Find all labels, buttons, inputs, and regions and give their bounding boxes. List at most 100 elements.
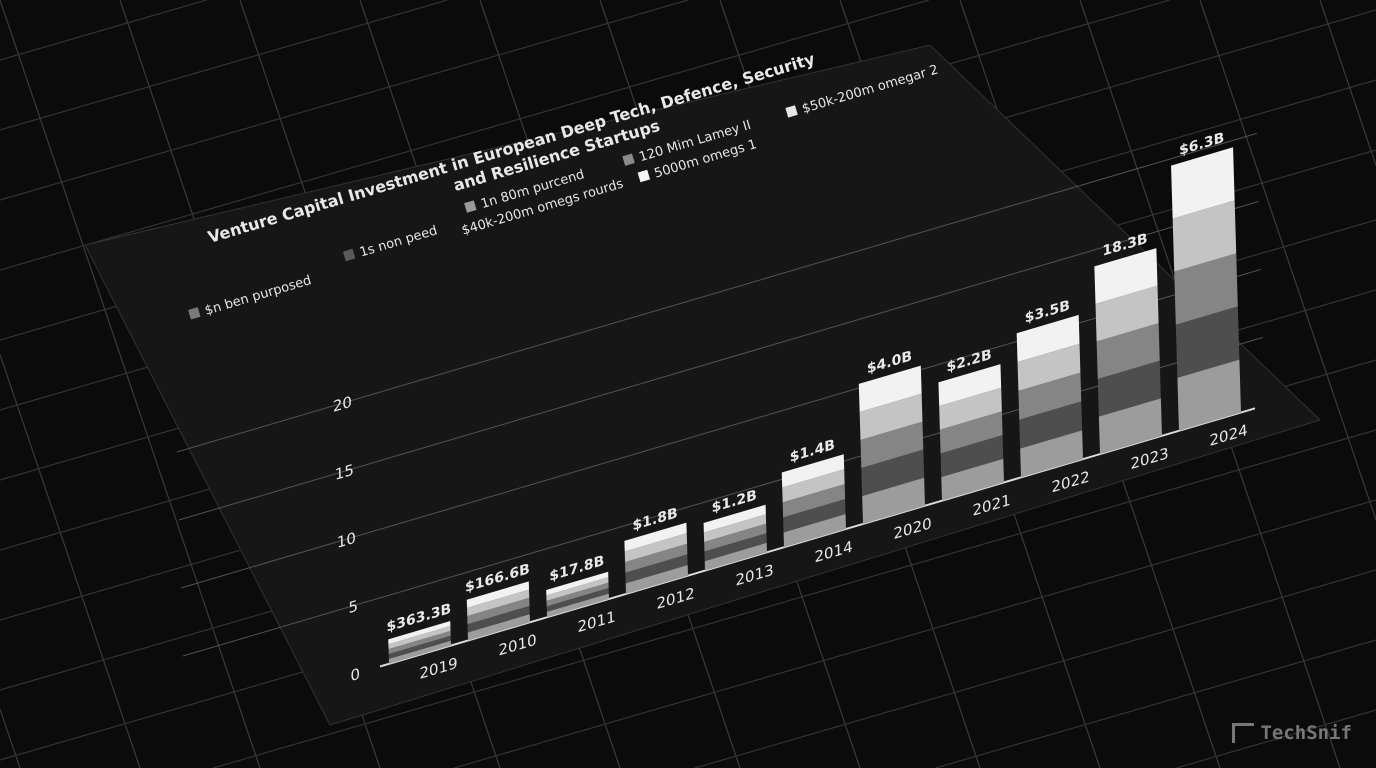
bar-segment bbox=[704, 542, 767, 571]
legend-swatch bbox=[785, 105, 798, 118]
bar-segment bbox=[858, 365, 922, 412]
grid-line bbox=[935, 639, 1376, 768]
bar-segment bbox=[782, 484, 846, 518]
bar-segment bbox=[941, 458, 1004, 501]
bar-2019 bbox=[388, 621, 451, 664]
bar-segment bbox=[1016, 314, 1080, 363]
bar-segment bbox=[546, 593, 609, 618]
bar-2010 bbox=[466, 581, 530, 641]
bar-segment bbox=[1171, 147, 1235, 219]
bar-2021 bbox=[938, 364, 1004, 501]
bar-segment bbox=[781, 454, 845, 488]
bar-segment bbox=[704, 533, 767, 562]
bar-segment bbox=[467, 605, 530, 633]
bar-segment bbox=[467, 589, 530, 617]
bar-segment bbox=[862, 477, 925, 524]
bar-2011 bbox=[546, 571, 609, 618]
bar-segment bbox=[625, 565, 688, 594]
grid-line bbox=[0, 0, 261, 768]
bar-segment bbox=[1097, 360, 1161, 417]
bar-segment bbox=[388, 621, 451, 645]
bar-segment bbox=[1098, 398, 1162, 455]
y-tick-label: 5 bbox=[348, 597, 358, 617]
bar-segment bbox=[467, 614, 530, 641]
grid-line bbox=[0, 0, 207, 61]
y-tick-label: 0 bbox=[350, 665, 360, 685]
bar-segment bbox=[466, 581, 530, 608]
bar-segment bbox=[782, 469, 845, 503]
bar-segment bbox=[1017, 343, 1081, 391]
watermark: TechSnif bbox=[1232, 722, 1352, 744]
y-gridline bbox=[182, 336, 1263, 657]
bar-segment bbox=[1095, 285, 1159, 342]
techsnif-logo-icon bbox=[1232, 723, 1255, 743]
bar-segment bbox=[783, 499, 846, 533]
bar-segment bbox=[939, 387, 1002, 430]
bar-2020 bbox=[858, 365, 925, 524]
bar-segment bbox=[388, 630, 451, 655]
bar-segment bbox=[1020, 430, 1083, 478]
grid-line bbox=[213, 429, 1376, 768]
bar-segment bbox=[703, 514, 767, 543]
legend-swatch bbox=[342, 248, 356, 262]
bar-segment bbox=[388, 640, 451, 664]
bar-segment bbox=[704, 523, 767, 552]
bar-segment bbox=[624, 522, 687, 552]
y-gridline bbox=[178, 200, 1259, 521]
bar-segment bbox=[546, 577, 609, 601]
y-gridline bbox=[180, 268, 1261, 589]
bar-segment bbox=[1094, 248, 1158, 304]
legend-swatch bbox=[622, 153, 635, 166]
bar-segment bbox=[783, 514, 846, 548]
bar-segment bbox=[625, 554, 688, 584]
bar-2022 bbox=[1016, 314, 1083, 478]
bar-segment bbox=[1177, 359, 1241, 431]
bar-segment bbox=[938, 364, 1002, 407]
bar-segment bbox=[546, 571, 609, 596]
y-gridline bbox=[176, 132, 1257, 453]
bar-segment bbox=[1175, 306, 1240, 378]
grid-line bbox=[1319, 0, 1376, 166]
bar-2024 bbox=[1171, 147, 1241, 431]
bar-segment bbox=[546, 582, 609, 607]
bar-segment bbox=[1019, 401, 1083, 449]
legend-swatch bbox=[464, 200, 477, 213]
bar-2014 bbox=[781, 454, 846, 548]
grid-line bbox=[694, 569, 1376, 768]
bar-segment bbox=[546, 588, 609, 612]
bar-2013 bbox=[703, 504, 767, 571]
legend-swatch bbox=[188, 307, 201, 320]
grid-line bbox=[453, 499, 1376, 768]
bar-segment bbox=[940, 435, 1004, 478]
grid-line bbox=[0, 708, 21, 768]
bar-segment bbox=[1172, 200, 1237, 272]
bar-segment bbox=[467, 597, 530, 625]
bar-segment bbox=[703, 504, 766, 533]
grid-line bbox=[1176, 709, 1376, 768]
bar-segment bbox=[625, 543, 688, 573]
bar-segment bbox=[388, 635, 451, 659]
bar-2012 bbox=[624, 522, 688, 594]
bar-segment bbox=[388, 625, 451, 650]
grid-line bbox=[1199, 0, 1376, 521]
bar-segment bbox=[861, 449, 925, 496]
watermark-text: TechSnif bbox=[1260, 722, 1352, 744]
grid-line bbox=[0, 0, 448, 131]
y-tick-label: 15 bbox=[335, 461, 355, 484]
y-tick-label: 10 bbox=[337, 529, 357, 552]
bar-segment bbox=[1174, 253, 1238, 325]
bar-segment bbox=[624, 533, 688, 563]
grid-line bbox=[0, 354, 141, 768]
bar-segment bbox=[860, 421, 924, 468]
legend-swatch bbox=[637, 169, 651, 183]
grid-line bbox=[0, 0, 689, 201]
y-tick-label: 20 bbox=[333, 393, 353, 416]
bar-segment bbox=[859, 393, 923, 440]
bar-2023 bbox=[1094, 248, 1162, 455]
chart-panel bbox=[84, 44, 1321, 726]
bar-segment bbox=[1018, 372, 1082, 420]
bar-segment bbox=[1096, 323, 1160, 380]
grid-line bbox=[0, 0, 929, 271]
bar-segment bbox=[939, 411, 1003, 454]
